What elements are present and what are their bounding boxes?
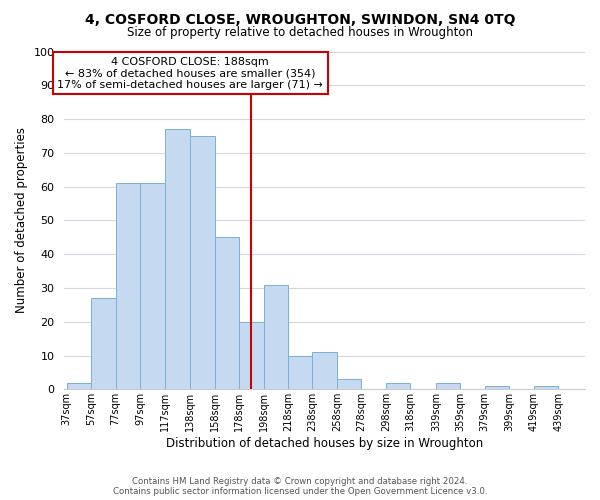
Bar	[164, 129, 190, 390]
Bar	[140, 183, 164, 390]
Bar	[215, 238, 239, 390]
Bar	[436, 382, 460, 390]
Text: 4 COSFORD CLOSE: 188sqm
← 83% of detached houses are smaller (354)
17% of semi-d: 4 COSFORD CLOSE: 188sqm ← 83% of detache…	[57, 56, 323, 90]
Text: 4, COSFORD CLOSE, WROUGHTON, SWINDON, SN4 0TQ: 4, COSFORD CLOSE, WROUGHTON, SWINDON, SN…	[85, 12, 515, 26]
Bar	[116, 183, 140, 390]
Bar	[337, 379, 361, 390]
X-axis label: Distribution of detached houses by size in Wroughton: Distribution of detached houses by size …	[166, 437, 483, 450]
Text: Contains HM Land Registry data © Crown copyright and database right 2024.
Contai: Contains HM Land Registry data © Crown c…	[113, 476, 487, 496]
Bar	[313, 352, 337, 390]
Bar	[386, 382, 410, 390]
Bar	[288, 356, 313, 390]
Bar	[190, 136, 215, 390]
Bar	[239, 322, 263, 390]
Bar	[91, 298, 116, 390]
Text: Size of property relative to detached houses in Wroughton: Size of property relative to detached ho…	[127, 26, 473, 39]
Bar	[67, 382, 91, 390]
Bar	[533, 386, 558, 390]
Bar	[263, 284, 288, 390]
Bar	[485, 386, 509, 390]
Y-axis label: Number of detached properties: Number of detached properties	[15, 128, 28, 314]
